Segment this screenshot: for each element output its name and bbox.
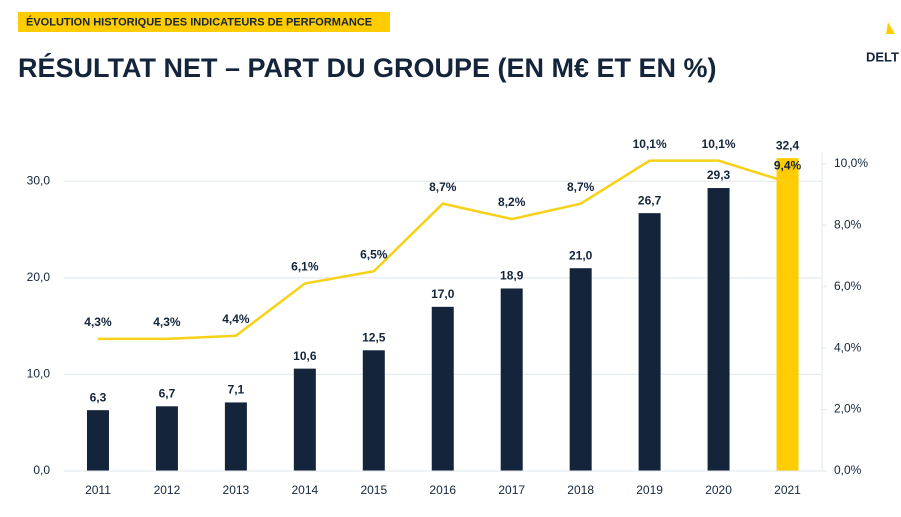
bar-value-label: 29,3 — [707, 168, 731, 182]
x-tick-label: 2014 — [291, 483, 318, 497]
x-tick-label: 2019 — [636, 483, 663, 497]
bar-value-label: 17,0 — [431, 287, 455, 301]
line-value-label: 4,3% — [153, 315, 181, 329]
x-tick-label: 2012 — [154, 483, 181, 497]
bar — [500, 288, 523, 471]
x-tick-label: 2015 — [360, 483, 387, 497]
bar-value-label: 7,1 — [228, 383, 245, 397]
line-value-label: 6,5% — [360, 247, 388, 261]
line-value-label: 4,3% — [84, 315, 112, 329]
bar-value-label: 21,0 — [569, 248, 593, 262]
bar — [431, 306, 454, 471]
line-value-label: 8,2% — [498, 195, 526, 209]
x-tick-label: 2020 — [705, 483, 732, 497]
line-value-label: 8,7% — [429, 180, 457, 194]
header-tag: ÉVOLUTION HISTORIQUE DES INDICATEURS DE … — [26, 15, 372, 28]
tag-background — [18, 12, 390, 32]
bar — [707, 188, 730, 471]
bar — [776, 158, 799, 471]
y-tick-label: 0,0 — [33, 463, 50, 477]
chart-title: RÉSULTAT NET – PART DU GROUPE (EN M€ ET … — [18, 52, 717, 83]
line — [97, 159, 788, 341]
logo: DELT — [866, 49, 899, 64]
bar-value-label: 18,9 — [500, 269, 524, 283]
x-tick-label: 2011 — [85, 483, 111, 497]
x-tick-label: 2018 — [567, 483, 594, 497]
y-tick-label: 30,0 — [27, 173, 51, 187]
y2-tick-label: 2,0% — [834, 402, 862, 416]
bar-value-label: 6,7 — [159, 386, 176, 400]
bar-value-label: 6,3 — [90, 390, 107, 404]
bar — [155, 406, 178, 471]
bar — [224, 402, 247, 471]
line-value-label: 4,4% — [222, 312, 250, 326]
y2-tick-label: 0,0% — [834, 463, 862, 477]
line-value-label: 8,7% — [567, 180, 595, 194]
x-tick-label: 2021 — [774, 483, 801, 497]
y2-tick-label: 10,0% — [834, 156, 868, 170]
bar — [569, 268, 592, 471]
line-value-label: 10,1% — [702, 137, 736, 151]
y2-tick-label: 4,0% — [834, 340, 862, 354]
y-tick-label: 10,0 — [27, 367, 51, 381]
y2-tick-label: 6,0% — [834, 279, 862, 293]
x-tick-label: 2016 — [429, 483, 456, 497]
bar — [86, 410, 109, 471]
line-value-label: 6,1% — [291, 260, 319, 274]
bar — [362, 350, 385, 471]
bar-value-label: 12,5 — [362, 330, 386, 344]
line-value-label: 10,1% — [633, 137, 667, 151]
logo-icon — [886, 22, 895, 34]
line-value-label: 9,4% — [774, 158, 802, 172]
bar — [293, 368, 316, 471]
y2-tick-label: 8,0% — [834, 217, 862, 231]
x-tick-label: 2013 — [223, 483, 250, 497]
bar-value-label: 26,7 — [638, 193, 662, 207]
y-tick-label: 20,0 — [27, 270, 51, 284]
bar — [638, 213, 661, 471]
x-tick-label: 2017 — [498, 483, 525, 497]
bar-value-label: 10,6 — [293, 349, 317, 363]
bar-value-label: 32,4 — [776, 138, 800, 152]
